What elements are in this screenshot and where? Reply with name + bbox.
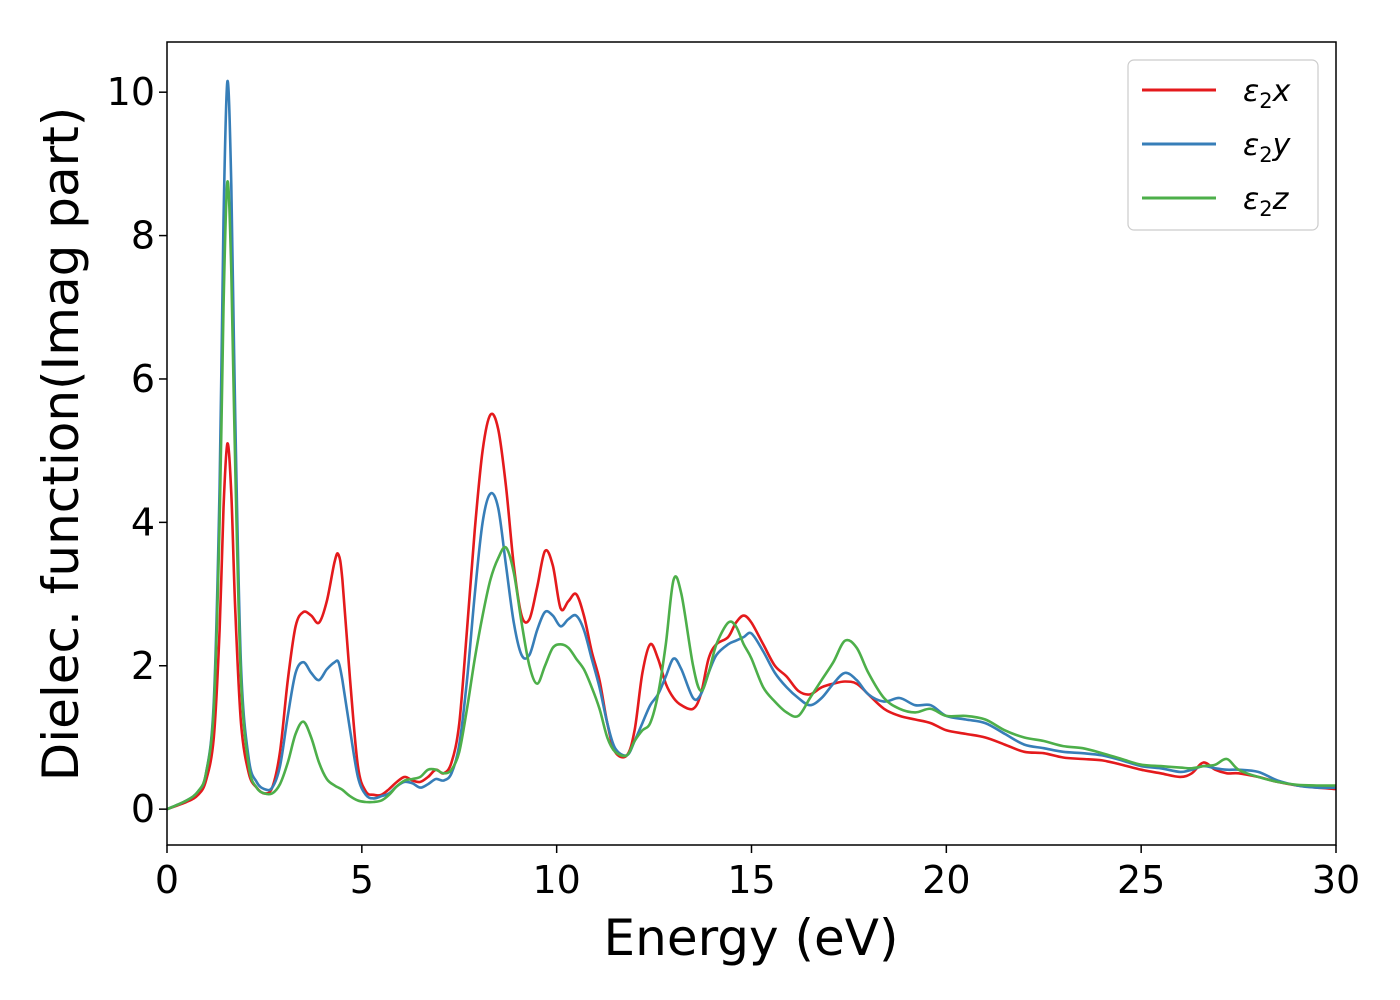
x-tick-label: 20: [922, 858, 970, 902]
series-lines: [166, 79, 1337, 811]
x-axis-title: Energy (eV): [604, 909, 899, 967]
y-tick-label: 2: [131, 644, 155, 688]
x-tick-label: 0: [155, 858, 179, 902]
x-tick-label: 10: [532, 858, 580, 902]
legend-label-x: ε2x: [1243, 74, 1291, 113]
x-tick-label: 5: [350, 858, 374, 902]
x-tick-label: 15: [727, 858, 775, 902]
legend-label-y: ε2y: [1243, 128, 1292, 167]
y-axis-title: Dielec. function(Imag part): [32, 107, 90, 782]
series-line-z: [166, 180, 1337, 811]
x-tick-label: 30: [1312, 858, 1360, 902]
y-tick-label: 4: [131, 500, 155, 544]
series-line-x: [166, 412, 1337, 811]
y-tick-label: 10: [107, 70, 155, 114]
y-tick-label: 6: [131, 357, 155, 401]
x-tick-label: 25: [1117, 858, 1165, 902]
y-axis: 0 2 4 6 8 10: [107, 70, 167, 831]
y-tick-label: 8: [131, 214, 155, 258]
x-axis: 0 5 10 15 20 25 30: [155, 845, 1360, 902]
legend-label-z: ε2z: [1243, 182, 1290, 221]
legend-box: [1127, 59, 1319, 231]
y-tick-label: 0: [131, 787, 155, 831]
legend: ε2x ε2y ε2z: [1127, 59, 1319, 231]
series-line-y: [166, 79, 1337, 811]
